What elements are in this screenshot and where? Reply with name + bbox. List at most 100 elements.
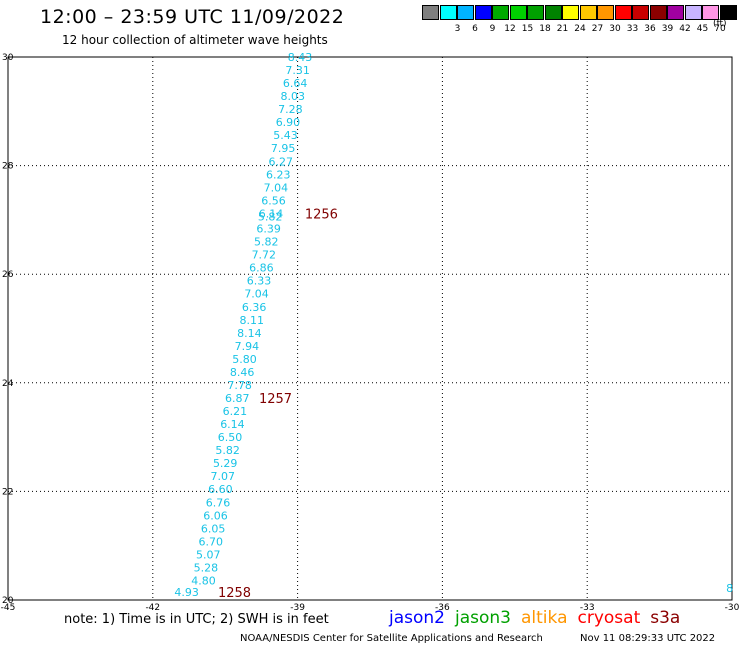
legend-entry-s3a: s3a <box>650 608 681 628</box>
color-scale-label: 9 <box>489 24 496 34</box>
color-scale-label: 30 <box>609 24 621 34</box>
wave-height-value: 6.86 <box>249 262 274 275</box>
color-swatch <box>492 5 509 20</box>
y-tick-label: 24 <box>2 379 14 389</box>
wave-height-value: 6.64 <box>283 77 308 90</box>
wave-height-value: 5.82 <box>254 236 279 249</box>
color-swatch <box>684 5 702 20</box>
wave-height-value: 8.03 <box>281 90 306 103</box>
wave-height-value: 8.11 <box>239 314 264 327</box>
legend-entry-jason2: jason2 <box>389 608 445 628</box>
wave-height-value: 8.46 <box>230 366 255 379</box>
wave-height-value: 7.95 <box>271 142 296 155</box>
color-scale-label: 12 <box>504 24 516 34</box>
color-scale-label: 18 <box>539 24 551 34</box>
color-swatch <box>719 5 737 20</box>
wave-height-value: 5.43 <box>273 129 298 142</box>
color-scale-label: 33 <box>626 24 639 34</box>
wave-height-value: 6.70 <box>198 535 223 548</box>
wave-height-value: 6.90 <box>276 116 301 129</box>
wave-height-value: 6.21 <box>223 405 248 418</box>
time-label: 1256 <box>305 207 338 222</box>
wave-height-value: 7.78 <box>227 379 252 392</box>
color-scale-label: 21 <box>556 24 569 34</box>
wave-height-value: 5.07 <box>196 548 221 561</box>
footer-credit: NOAA/NESDIS Center for Satellite Applica… <box>240 633 543 644</box>
satellite-legend: jason2 jason3 altika cryosat s3a <box>389 608 690 628</box>
wave-height-value: 6.33 <box>247 275 272 288</box>
wave-height-value: 8 <box>726 582 733 595</box>
color-swatch <box>649 5 667 20</box>
color-swatch <box>527 5 544 20</box>
color-scale-label: 70 <box>714 24 726 34</box>
wave-height-value: 7.72 <box>252 249 277 262</box>
wave-height-value: 6.23 <box>266 168 291 181</box>
wave-height-value: 6.87 <box>225 392 250 405</box>
wave-height-value: 7.31 <box>285 64 310 77</box>
wave-height-value: 7.28 <box>278 103 303 116</box>
wave-height-value: 7.07 <box>211 470 236 483</box>
wave-height-value: 6.27 <box>268 155 293 168</box>
color-swatch <box>632 5 649 20</box>
y-tick-label: 30 <box>2 53 14 63</box>
color-swatch <box>562 5 579 20</box>
color-scale-label: 6 <box>472 24 478 34</box>
color-scale-label: 39 <box>661 24 674 34</box>
color-swatch <box>439 5 457 20</box>
wave-height-value: 7.94 <box>235 340 260 353</box>
time-label: 1258 <box>218 586 251 601</box>
footer-note: note: 1) Time is in UTC; 2) SWH is in fe… <box>64 612 329 627</box>
y-tick-label: 26 <box>2 270 14 280</box>
color-scale-label: 27 <box>591 24 604 34</box>
color-swatch <box>457 5 474 20</box>
wave-height-value: 5.82 <box>215 444 240 457</box>
x-tick-label: -39 <box>290 603 305 610</box>
x-tick-label: -36 <box>435 603 450 610</box>
wave-height-value: 6.06 <box>203 509 228 522</box>
legend-entry-cryosat: cryosat <box>577 608 641 628</box>
color-swatch <box>422 5 439 20</box>
wave-height-value: 5.80 <box>232 353 257 366</box>
chart-title: 12:00 – 23:59 UTC 11/09/2022 <box>40 6 345 28</box>
wave-height-value: 6.76 <box>206 496 231 509</box>
color-swatch <box>614 5 632 20</box>
wave-height-value: 6.39 <box>256 223 281 236</box>
wave-height-value: 6.14 <box>259 207 284 220</box>
wave-height-value: 5.82 <box>258 211 283 224</box>
wave-height-value: 6.05 <box>201 522 226 535</box>
color-scale-label: 15 <box>521 24 534 34</box>
wave-height-value: 4.80 <box>191 574 216 587</box>
wave-height-value: 8.14 <box>237 327 262 340</box>
wave-height-value: 8.43 <box>288 51 313 64</box>
y-tick-label: 28 <box>2 162 14 172</box>
wave-height-value: 7.04 <box>264 181 289 194</box>
wave-height-value: 6.56 <box>261 194 286 207</box>
wave-height-value: 6.50 <box>218 431 243 444</box>
wave-height-value: 6.14 <box>220 418 245 431</box>
x-tick-label: -45 <box>1 603 16 610</box>
chart-subtitle: 12 hour collection of altimeter wave hei… <box>62 33 328 47</box>
color-swatch <box>544 5 562 20</box>
legend-entry-jason3: jason3 <box>455 608 511 628</box>
plot-frame <box>7 56 733 601</box>
color-scale-label: 36 <box>644 24 656 34</box>
color-swatch <box>597 5 614 20</box>
footer-timestamp: Nov 11 08:29:33 UTC 2022 <box>580 633 716 644</box>
color-scale-label: 42 <box>679 24 691 34</box>
color-scale-label: 24 <box>574 24 586 34</box>
wave-height-value: 4.93 <box>174 586 199 599</box>
x-tick-label: -42 <box>145 603 160 610</box>
time-label: 1257 <box>259 392 292 407</box>
color-swatch <box>474 5 492 20</box>
color-swatch <box>579 5 597 20</box>
wave-height-value: 6.36 <box>242 301 267 314</box>
x-tick-label: -33 <box>580 603 595 610</box>
y-tick-label: 22 <box>2 487 13 497</box>
wave-height-value: 5.28 <box>194 561 219 574</box>
color-scale-label: 45 <box>696 24 709 34</box>
y-tick-label: 20 <box>2 596 14 606</box>
x-tick-label: -30 <box>725 603 740 610</box>
wave-height-value: 5.29 <box>213 457 238 470</box>
wave-height-value: 7.04 <box>244 288 269 301</box>
